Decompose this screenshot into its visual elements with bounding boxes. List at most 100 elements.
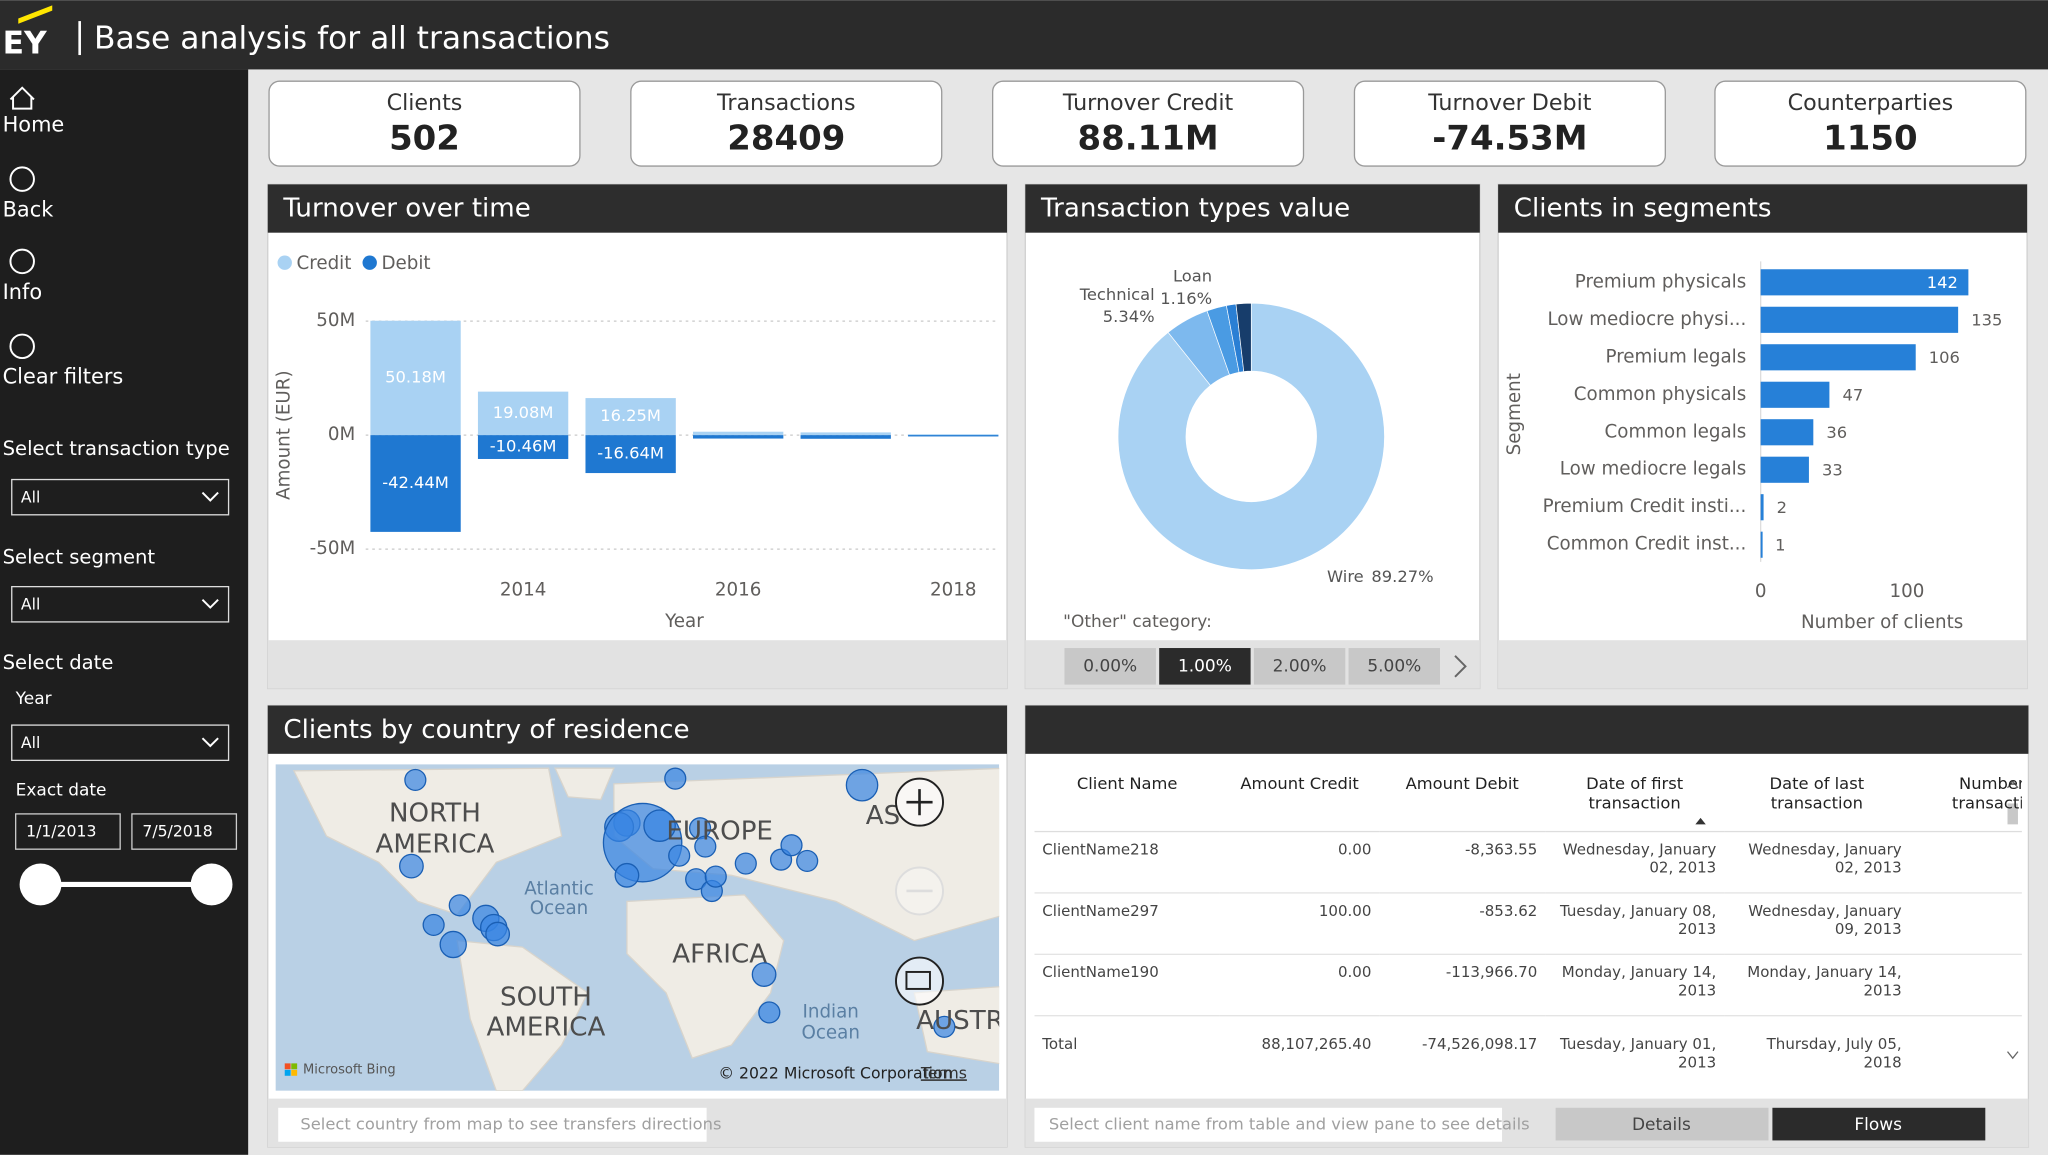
land xyxy=(554,767,615,801)
nav-icon xyxy=(9,248,35,275)
column-header[interactable]: Amount Credit xyxy=(1219,765,1380,833)
kpi-value: 88.11M xyxy=(1078,118,1219,158)
table-cell: 100.00 xyxy=(1219,892,1380,955)
map-label: AS xyxy=(866,801,900,831)
table-cell: ClientName218 xyxy=(1034,831,1220,894)
kpi-card xyxy=(992,80,1305,167)
map-bubble[interactable] xyxy=(668,844,691,867)
kpi-label: Transactions xyxy=(716,90,856,116)
map-bubble[interactable] xyxy=(845,768,879,802)
table-row[interactable]: ClientName297 100.00 -853.62 Tuesday, Janua… xyxy=(1034,892,2022,955)
table-row[interactable]: ClientName190 0.00 -113,966.70 Monday, Janu… xyxy=(1034,954,2022,1017)
map-bubble[interactable] xyxy=(796,849,819,873)
bar xyxy=(908,435,999,437)
nav-item[interactable]: Back xyxy=(3,197,55,221)
option-label: 5.00% xyxy=(1367,656,1421,676)
map-bubble[interactable] xyxy=(758,1001,781,1024)
data-label: 19.08M xyxy=(493,403,554,422)
map-bubble[interactable] xyxy=(614,862,640,888)
option-label: 2.00% xyxy=(1273,656,1327,676)
table-row[interactable]: ClientName218 0.00 -8,363.55 Wednesday, Jan… xyxy=(1034,831,2022,894)
column-header[interactable]: Date of last transaction xyxy=(1724,765,1910,833)
date-input[interactable] xyxy=(131,813,238,850)
x-tick-label: 2014 xyxy=(500,580,547,601)
bar xyxy=(800,432,891,436)
dropdown[interactable] xyxy=(11,585,230,623)
chevron xyxy=(201,599,219,609)
filter-label: Select segment xyxy=(3,545,156,568)
map-bubble[interactable] xyxy=(664,767,687,790)
map-bubble[interactable] xyxy=(399,853,424,879)
next-arrow[interactable] xyxy=(1454,655,1467,678)
data-label: 2 xyxy=(1777,498,1787,517)
map-control[interactable] xyxy=(895,956,944,1006)
column-header[interactable]: Date of first transaction xyxy=(1545,765,1725,833)
map-bubble[interactable] xyxy=(933,1015,956,1038)
land xyxy=(456,939,589,1091)
kpi-label: Counterparties xyxy=(1788,90,1954,116)
bar xyxy=(1760,344,1916,371)
map-bubble[interactable] xyxy=(404,768,427,792)
map-label: EUROPE xyxy=(666,817,773,847)
dropdown[interactable] xyxy=(11,724,230,762)
slider-knob[interactable] xyxy=(19,863,62,906)
map-bubble[interactable] xyxy=(643,809,676,842)
column-header[interactable]: Amount Debit xyxy=(1379,765,1546,833)
nav-item[interactable]: Home xyxy=(3,113,65,137)
footer-box xyxy=(278,1107,707,1142)
data-label: 135 xyxy=(1971,311,2002,330)
filter-label: Select transaction type xyxy=(3,437,230,460)
footer-text: Select country from map to see transfers… xyxy=(300,1114,721,1133)
table-container: Client Name Amount Credit Amount Debit Date… xyxy=(1034,765,2022,1071)
slider-knob[interactable] xyxy=(190,863,233,906)
action-button[interactable] xyxy=(1555,1107,1769,1141)
map-bubble[interactable] xyxy=(485,921,511,947)
map-bubble[interactable] xyxy=(751,962,777,987)
map-bubble[interactable] xyxy=(704,865,727,888)
table-cell: Monday, January 14, 2013 xyxy=(1545,954,1725,1017)
data-label: 142 xyxy=(1927,273,1958,292)
other-category-label: "Other" category: xyxy=(1063,612,1212,632)
dropdown-value: All xyxy=(21,733,40,752)
data-label: 47 xyxy=(1842,386,1863,405)
option-button[interactable] xyxy=(1253,648,1346,685)
button-label: Flows xyxy=(1854,1115,1902,1135)
y-tick-label: Common legals xyxy=(1605,421,1747,442)
filter-sublabel: Year xyxy=(15,689,52,709)
button-label: Details xyxy=(1632,1115,1691,1135)
map-bubble[interactable] xyxy=(448,894,471,917)
x-tick-label: 0 xyxy=(1755,581,1767,602)
date-value: 1/1/2013 xyxy=(26,822,96,841)
table-cell: -113,966.70 xyxy=(1379,954,1546,1017)
column-header[interactable]: Number of transactions xyxy=(1909,765,2022,833)
map-bubble[interactable] xyxy=(439,930,467,959)
option-label: 0.00% xyxy=(1083,656,1137,676)
option-button[interactable] xyxy=(1159,648,1251,685)
date-input[interactable] xyxy=(15,813,121,850)
terms-link[interactable]: Terms xyxy=(920,1063,967,1082)
table-header: Client Name Amount Credit Amount Debit Date… xyxy=(1034,765,2022,833)
x-tick-label: 100 xyxy=(1890,581,1925,602)
nav-item[interactable]: Info xyxy=(3,280,43,304)
map-label: Ocean xyxy=(801,1022,859,1043)
map-bubble[interactable] xyxy=(734,852,757,875)
column-header[interactable]: Client Name xyxy=(1034,765,1220,833)
action-button[interactable] xyxy=(1772,1107,1986,1141)
map-bubble[interactable] xyxy=(780,834,803,857)
bar xyxy=(585,398,676,436)
table-cell: Wednesday, January 02, 2013 xyxy=(1545,831,1725,894)
nav-item[interactable]: Clear filters xyxy=(3,365,124,389)
bar xyxy=(1760,419,1814,446)
table-cell: 1 xyxy=(1909,954,2022,1017)
map-bubble[interactable] xyxy=(422,913,445,937)
bar xyxy=(1760,531,1763,558)
bar xyxy=(585,435,676,474)
option-button[interactable] xyxy=(1064,648,1156,685)
dropdown[interactable] xyxy=(11,478,230,516)
map-bubble[interactable] xyxy=(694,835,717,858)
data-label: 16.25M xyxy=(600,406,661,425)
kpi-label: Turnover Debit xyxy=(1427,90,1592,116)
option-button[interactable] xyxy=(1348,648,1440,685)
x-tick-label: 2016 xyxy=(715,580,762,601)
y-tick-label: 50M xyxy=(316,310,355,331)
